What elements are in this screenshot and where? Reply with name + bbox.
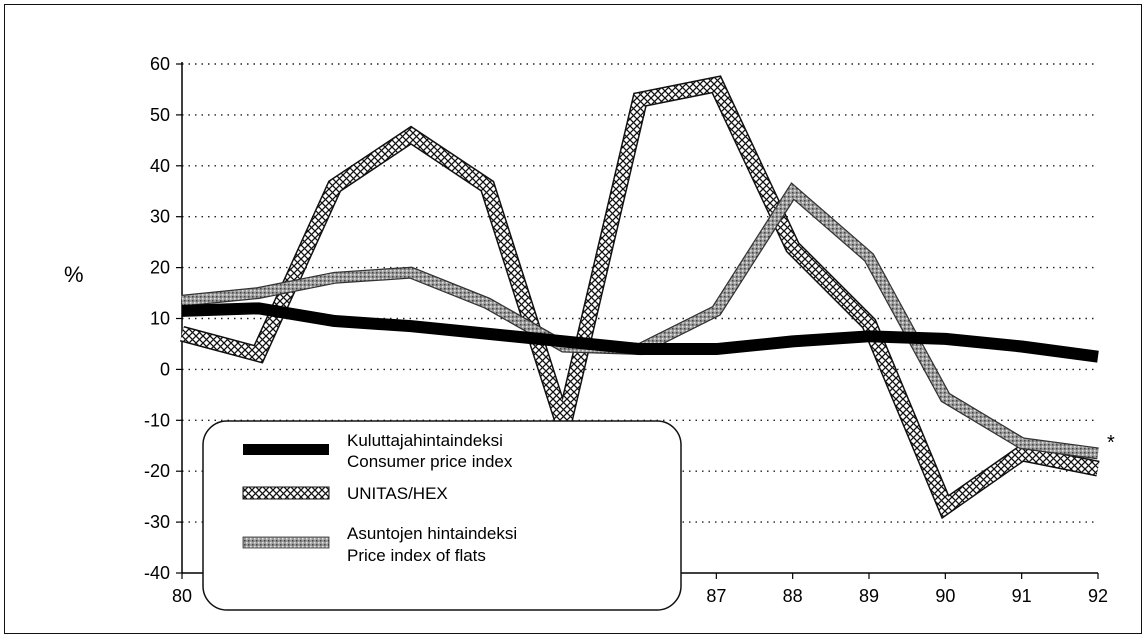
series-lines (179, 75, 1100, 520)
series-line-hex (180, 76, 1100, 517)
y-tick-label: 40 (150, 156, 170, 176)
x-tick-label: 92 (1088, 586, 1108, 606)
y-tick-label: -30 (144, 512, 170, 532)
legend-box (202, 420, 682, 611)
series-line-cpi (181, 302, 1099, 363)
legend-label-hex: UNITAS/HEX (347, 484, 448, 503)
y-tick-label: 30 (150, 207, 170, 227)
x-tick-label: 91 (1012, 586, 1032, 606)
y-axis-label: % (64, 262, 84, 287)
legend-swatch-hex (242, 486, 330, 500)
y-tick-label: 60 (150, 54, 170, 74)
legend: Kuluttajahintaindeksi Consumer price ind… (202, 420, 682, 611)
y-tick-label: 50 (150, 105, 170, 125)
legend-label-cpi: Kuluttajahintaindeksi (347, 431, 503, 450)
legend-swatch-cpi (243, 444, 329, 455)
legend-label-flats: Asuntojen hintaindeksi (347, 524, 517, 543)
y-tick-label: -40 (144, 563, 170, 583)
y-tick-label: 10 (150, 309, 170, 329)
legend-swatch-flats (242, 536, 330, 549)
y-tick-label: 0 (160, 359, 170, 379)
end-annotation: * (1107, 432, 1115, 454)
x-tick-label: 87 (706, 586, 726, 606)
y-tick-label: -10 (144, 410, 170, 430)
y-tick-labels: 60 50 40 30 20 10 0 -10 -20 -30 -40 (144, 54, 170, 583)
legend-label-cpi-en: Consumer price index (347, 452, 513, 471)
x-tick-label: 90 (935, 586, 955, 606)
x-tick-label: 80 (172, 586, 192, 606)
y-tick-label: -20 (144, 461, 170, 481)
x-tick-label: 89 (859, 586, 879, 606)
x-tick-label: 88 (783, 586, 803, 606)
y-tick-label: 20 (150, 258, 170, 278)
legend-label-flats-en: Price index of flats (347, 546, 486, 565)
